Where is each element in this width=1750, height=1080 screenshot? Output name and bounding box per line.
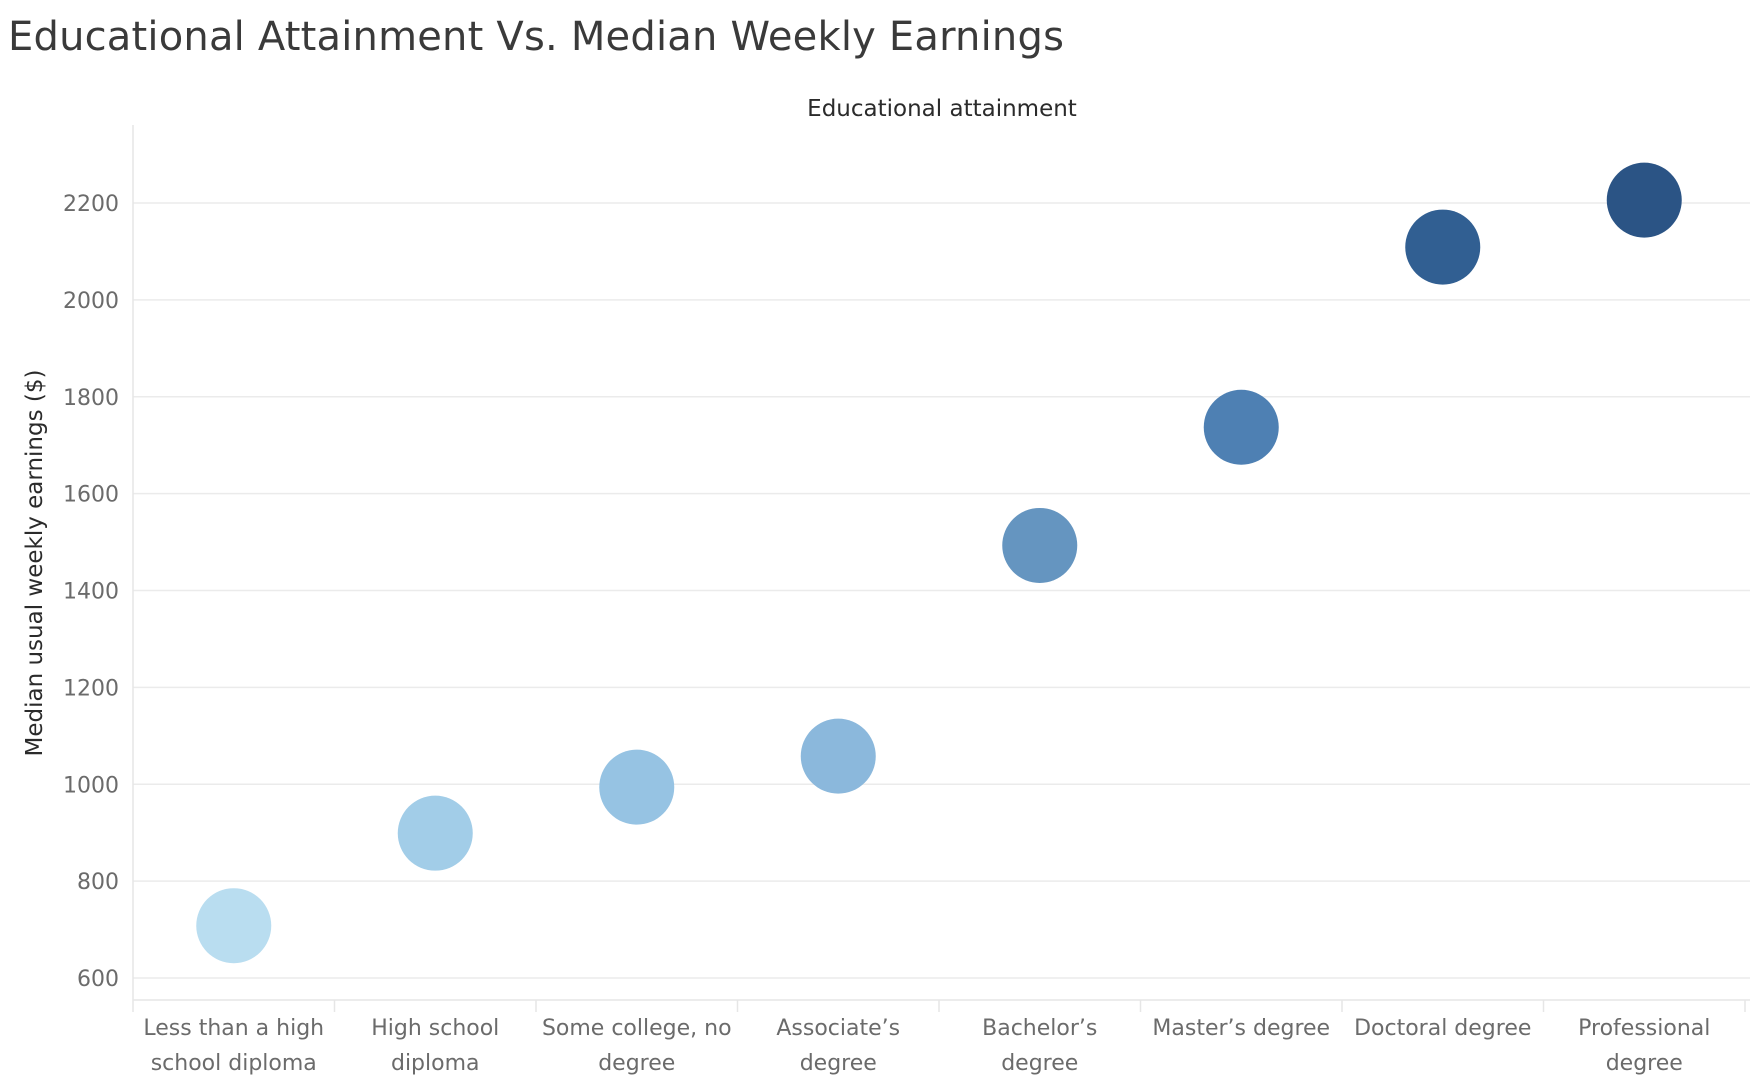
x-tick-label: Some college, no	[542, 1016, 732, 1041]
y-tick-labels: 600 800 1000 1200 1400 1600 1800 2000 2200	[63, 192, 119, 992]
y-tick-label: 1400	[63, 580, 119, 605]
y-tick-label: 1200	[63, 676, 119, 701]
x-tick-label: Professional	[1578, 1016, 1710, 1041]
x-tick-label: High school	[371, 1016, 499, 1041]
x-tick-label: diploma	[391, 1051, 480, 1076]
y-tick-label: 800	[77, 870, 119, 895]
x-tick-label: school diploma	[151, 1051, 317, 1076]
x-tick-label: Bachelor’s	[982, 1016, 1097, 1041]
x-tick-label: degree	[1606, 1051, 1683, 1076]
data-point-5[interactable]	[1002, 507, 1078, 583]
x-tick-label: Master’s degree	[1152, 1016, 1330, 1041]
x-tick-labels: Less than a high school diploma High schoo…	[143, 1016, 1710, 1076]
data-point-8[interactable]	[1606, 162, 1682, 238]
data-points	[196, 162, 1682, 964]
axes	[132, 125, 1750, 1012]
x-tick-label: Doctoral degree	[1354, 1016, 1531, 1041]
x-tick-label: degree	[800, 1051, 877, 1076]
data-point-7[interactable]	[1405, 209, 1481, 285]
y-tick-label: 1000	[63, 773, 119, 798]
data-point-1[interactable]	[196, 888, 272, 964]
data-point-4[interactable]	[800, 718, 876, 794]
data-point-2[interactable]	[397, 795, 473, 871]
y-axis-title: Median usual weekly earnings ($)	[22, 370, 48, 757]
x-tick-label: degree	[1001, 1051, 1078, 1076]
data-point-6[interactable]	[1203, 389, 1279, 465]
y-tick-label: 2200	[63, 192, 119, 217]
data-point-3[interactable]	[599, 749, 675, 825]
y-tick-label: 2000	[63, 289, 119, 314]
y-tick-label: 1600	[63, 483, 119, 508]
x-tick-label: Less than a high	[143, 1016, 324, 1041]
chart-title: Educational Attainment Vs. Median Weekly…	[8, 14, 1065, 60]
gridlines	[133, 202, 1750, 979]
x-axis-title: Educational attainment	[807, 96, 1077, 122]
y-tick-label: 1800	[63, 386, 119, 411]
y-tick-label: 600	[77, 967, 119, 992]
x-tick-label: Associate’s	[776, 1016, 900, 1041]
x-tick-label: degree	[598, 1051, 675, 1076]
